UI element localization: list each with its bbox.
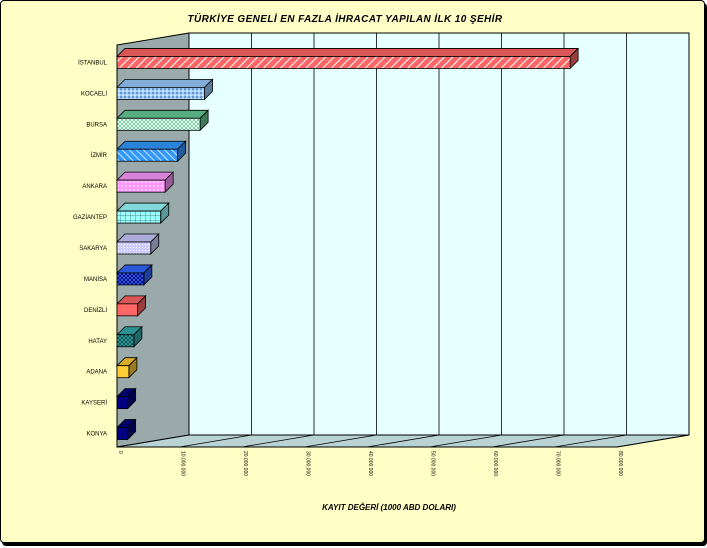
x-tick-label: 0 xyxy=(117,451,123,454)
category-label: MANİSA xyxy=(84,276,107,283)
bar[interactable] xyxy=(116,334,135,348)
bar[interactable] xyxy=(116,179,166,193)
category-label: ANKARA xyxy=(82,184,107,190)
category-label: GAZİANTEP xyxy=(73,214,107,221)
bar-top xyxy=(116,202,170,212)
floor-gridline xyxy=(179,434,252,448)
floor-gridline xyxy=(241,434,315,448)
chart-title: TÜRKİYE GENELİ EN FAZLA İHRACAT YAPILAN … xyxy=(188,12,503,25)
x-tick-label: 40.000.000 xyxy=(367,451,373,476)
category-label: İZMİR xyxy=(91,152,108,159)
bar-top xyxy=(116,109,210,119)
category-label: İSTANBUL xyxy=(78,59,108,66)
bar[interactable] xyxy=(116,241,152,255)
category-label: DENİZLİ xyxy=(84,307,107,314)
bar[interactable] xyxy=(116,427,129,440)
category-label: BURSA xyxy=(86,122,107,128)
category-label: SAKARYA xyxy=(79,246,107,252)
x-axis-label: KAYIT DEĞERİ (1000 ABD DOLARI) xyxy=(322,503,456,512)
bar[interactable] xyxy=(116,272,145,286)
category-label: HATAY xyxy=(88,339,107,345)
floor-gridline xyxy=(491,434,565,448)
bar[interactable] xyxy=(116,117,201,131)
bar-top xyxy=(116,48,580,57)
x-tick-label: 50.000.000 xyxy=(430,451,436,476)
x-tick-label: 20.000.000 xyxy=(242,451,248,476)
floor-gridline xyxy=(366,434,440,448)
x-tick-label: 60.000.000 xyxy=(492,451,498,476)
category-label: KOCAELİ xyxy=(81,90,107,97)
bar[interactable] xyxy=(116,303,139,317)
bar-top xyxy=(116,171,175,181)
floor-gridline xyxy=(554,434,627,448)
bar[interactable] xyxy=(116,365,130,379)
bar[interactable] xyxy=(116,86,205,100)
x-tick-label: 80.000.000 xyxy=(617,451,623,476)
x-tick-label: 30.000.000 xyxy=(305,451,311,476)
floor-gridline xyxy=(429,434,502,448)
floor-gridline xyxy=(304,434,377,448)
bar[interactable] xyxy=(116,396,129,410)
bar-top xyxy=(116,140,187,150)
floor-gridline xyxy=(616,434,690,448)
bar[interactable] xyxy=(116,148,179,162)
bar[interactable] xyxy=(116,56,571,69)
bar[interactable] xyxy=(116,210,162,224)
category-label: ADANA xyxy=(86,370,107,376)
category-label: KONYA xyxy=(86,432,107,438)
category-label: KAYSERİ xyxy=(81,400,107,407)
x-tick-label: 10.000.000 xyxy=(180,451,186,476)
x-tick-label: 70.000.000 xyxy=(555,451,561,476)
bar-top xyxy=(116,78,214,88)
